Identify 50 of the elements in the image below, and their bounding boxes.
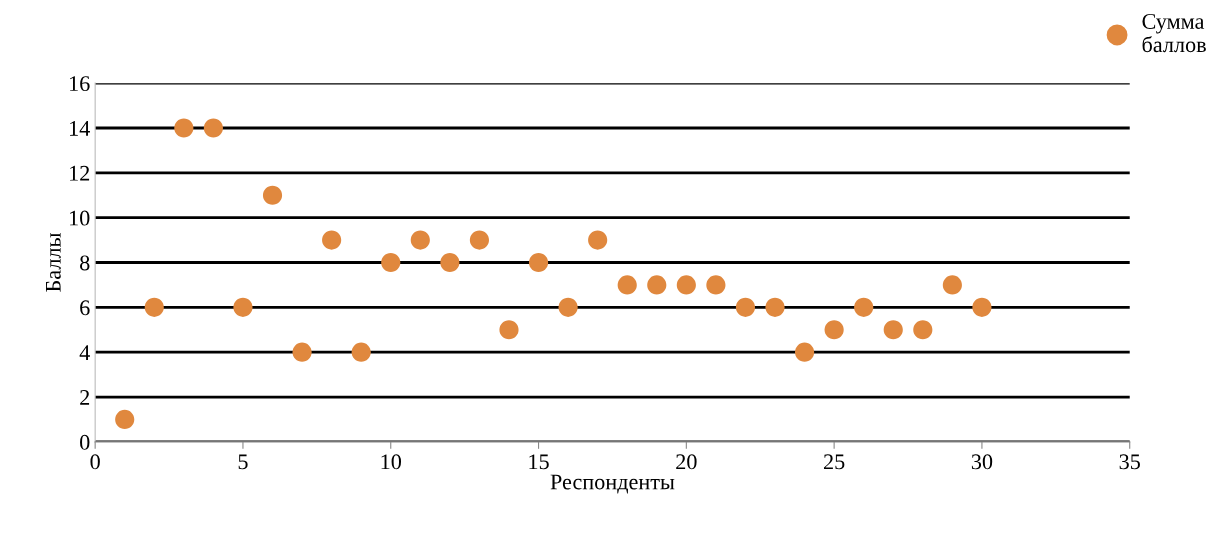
point [854,297,874,317]
point [883,320,903,340]
y-tick-label: 12 [70,165,90,181]
x-tick-label: 25 [824,454,845,470]
point [174,118,194,138]
point [262,185,283,205]
point [913,320,933,340]
point [765,297,785,317]
point [706,275,726,295]
x-axis-title: Респонденты [550,474,675,494]
point [676,275,696,295]
x-tick-label: 15 [529,454,549,470]
point [735,297,756,317]
point [381,252,401,273]
point [558,297,578,317]
x-tick-label: 35 [1119,454,1140,470]
y-tick-label: 14 [70,121,90,136]
y-tick-label: 0 [80,434,90,450]
point [617,275,637,295]
point [292,342,312,362]
point [351,342,371,362]
y-tick-label: 10 [70,210,90,226]
point [972,297,992,317]
point [942,275,962,295]
x-tick-label: 10 [381,454,402,470]
y-tick-label: 8 [80,255,90,271]
point [203,118,223,138]
x-tick-label: 5 [238,454,248,470]
y-tick-label: 2 [80,390,90,405]
y-tick-label: 16 [70,76,90,92]
point [824,320,844,340]
y-axis-title: Баллы [46,233,61,292]
x-tick-label: 0 [90,454,100,470]
point [410,230,430,250]
point [795,342,815,362]
y-tick-label: 6 [80,300,90,316]
point [233,297,253,317]
point [499,320,519,340]
point [528,252,549,273]
x-tick-label: 20 [676,454,697,470]
point [647,275,667,295]
point [440,252,460,273]
point [115,409,135,430]
legend-label: Сумма баллов [1142,13,1206,53]
point [144,297,164,317]
point [322,230,342,250]
y-tick-label: 4 [79,345,90,360]
x-tick-label: 30 [971,454,993,470]
point [588,230,608,250]
point [469,230,489,250]
